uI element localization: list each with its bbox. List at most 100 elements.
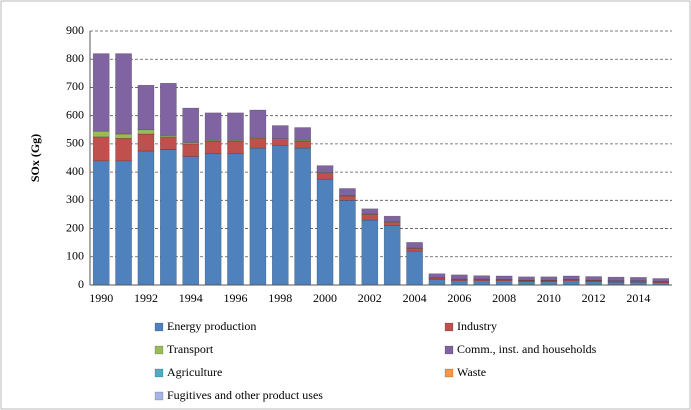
y-tick-label: 700 [66,79,84,93]
legend-label: Transport [167,342,214,356]
bar-segment [406,248,423,252]
bar-segment [428,273,446,278]
bar-segment [271,125,289,140]
x-tick-label: 2004 [403,291,427,305]
bar-segment [137,150,155,286]
y-tick-label: 300 [66,192,84,206]
bar-segment [137,133,155,152]
bar-segment [115,53,132,135]
bar-segment [271,145,289,286]
bar-segment [607,276,625,282]
bar-segment [361,208,379,215]
x-tick-label: 1996 [224,291,248,305]
x-tick-label: 2010 [537,291,561,305]
bar-segment [227,153,244,286]
bar-segment [182,156,200,286]
legend-swatch [444,345,454,355]
bar-segment [204,112,222,141]
bar-segment [249,109,267,138]
bar-segment [339,195,356,201]
legend-swatch [444,322,454,332]
bar-segment [249,137,267,149]
legend-swatch [154,368,164,378]
bar-segment [92,160,110,286]
y-axis-title: SOx (Gg) [28,134,42,182]
bar-segment [182,143,200,157]
legend-label: Energy production [167,319,256,333]
bar-segment [160,82,177,136]
bar-segment [137,84,155,131]
legend-label: Agriculture [167,365,222,379]
bar-segment [316,173,334,180]
bar-segment [495,280,513,286]
legend-swatch [154,322,164,332]
y-tick-label: 800 [66,51,84,65]
x-tick-label: 2006 [447,291,471,305]
x-tick-label: 1990 [89,291,113,305]
legend-label: Fugitives and other product uses [167,388,323,402]
bar-segment [92,136,110,162]
y-tick-label: 400 [66,164,84,178]
bar-segment [585,281,602,286]
bar-segment [361,214,379,221]
bar-segment [406,250,423,286]
y-tick-label: 0 [78,277,84,291]
bar-segment [473,280,491,286]
bar-segment [428,279,446,286]
bar-segment [339,188,356,196]
bar-segment [383,225,401,286]
bar-segment [227,140,244,155]
bar-segment [204,153,222,286]
legend-label: Industry [457,319,497,333]
legend-swatch [154,391,164,401]
bar-segment [451,274,468,280]
legend-label: Comm., inst. and households [457,342,597,356]
bar-segment [182,107,200,143]
bar-segment [137,129,155,135]
bar-segment [249,147,267,286]
bar-segment [562,275,580,280]
y-tick-label: 100 [66,249,84,263]
y-tick-label: 200 [66,220,84,234]
bar-segment [406,242,423,249]
bar-segment [361,219,379,286]
bar-segment [383,221,401,223]
bar-segment [294,147,311,286]
bar-segment [316,165,334,173]
x-tick-label: 2000 [313,291,337,305]
bar-segment [540,281,558,286]
legend-swatch [444,368,454,378]
bar-segment [451,280,468,286]
y-tick-label: 900 [66,23,84,37]
bar-segment [518,281,535,286]
x-tick-label: 2002 [358,291,382,305]
bar-segment [115,160,132,286]
x-tick-label: 1992 [134,291,158,305]
bar-segment [227,112,244,141]
bar-segment [115,133,132,139]
bar-segment [383,215,401,223]
bar-segment [652,278,670,282]
bar-segment [383,222,401,226]
legend-swatch [154,345,164,355]
bar-segment [92,53,110,132]
x-tick-label: 2008 [492,291,516,305]
bar-segment [562,280,580,286]
bar-segment [518,276,535,281]
x-tick-label: 2014 [626,291,650,305]
bar-segment [540,276,558,281]
bar-segment [160,136,177,150]
bar-segment [339,200,356,286]
bar-segment [585,276,602,281]
bar-segment [294,127,311,141]
bar-segment [630,277,647,282]
legend-label: Waste [457,365,486,379]
x-tick-label: 1994 [179,291,203,305]
x-tick-label: 1998 [268,291,292,305]
bar-segment [271,139,289,146]
y-tick-label: 600 [66,107,84,121]
y-tick-label: 500 [66,136,84,150]
bar-segment [204,140,222,155]
bar-segment [473,275,491,280]
